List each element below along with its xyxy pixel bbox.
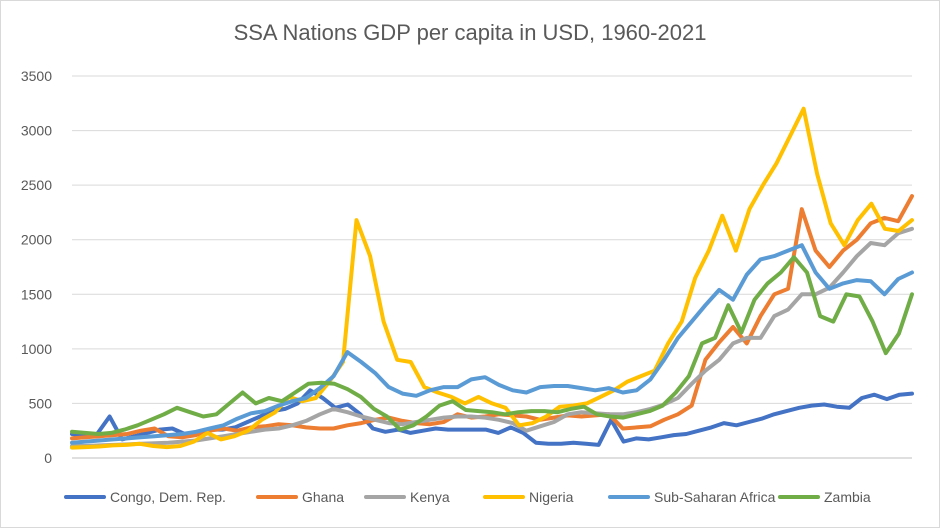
y-tick-label: 2500 <box>21 177 52 193</box>
series-line-ghana <box>70 194 914 441</box>
y-tick-label: 3000 <box>21 123 52 139</box>
series-line-nigeria <box>70 106 914 450</box>
y-tick-label: 2000 <box>21 232 52 248</box>
legend-label: Nigeria <box>529 489 574 505</box>
y-tick-label: 1500 <box>21 286 52 302</box>
series-line-zambia <box>70 255 914 436</box>
y-tick-label: 3500 <box>21 68 52 84</box>
chart-title: SSA Nations GDP per capita in USD, 1960-… <box>233 20 707 45</box>
legend-label: Sub-Saharan Africa <box>654 489 776 505</box>
legend-label: Congo, Dem. Rep. <box>110 489 226 505</box>
y-tick-label: 1000 <box>21 341 52 357</box>
series-line-kenya <box>70 226 914 448</box>
legend: Congo, Dem. Rep. Ghana Kenya Nigeria Sub-Sah… <box>64 489 871 505</box>
y-axis-ticks: 0 500 1000 1500 2000 2500 3000 3500 <box>21 68 52 466</box>
y-tick-label: 500 <box>29 395 53 411</box>
series-line-sub-saharan-africa <box>70 243 914 445</box>
legend-label: Ghana <box>302 489 344 505</box>
series-lines <box>70 106 914 450</box>
y-tick-label: 0 <box>44 450 52 466</box>
legend-label: Kenya <box>410 489 450 505</box>
legend-label: Zambia <box>824 489 871 505</box>
